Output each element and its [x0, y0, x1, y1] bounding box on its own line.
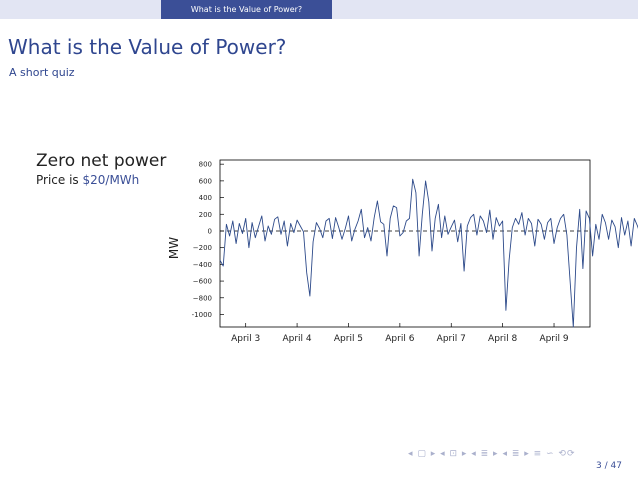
price-prefix: Price is — [36, 173, 83, 187]
y-tick-label: 800 — [199, 161, 212, 169]
current-section-tab[interactable]: What is the Value of Power? — [161, 0, 332, 19]
y-tick-label: 200 — [199, 211, 212, 219]
power-series-line — [219, 178, 638, 328]
y-tick-label: −600 — [193, 278, 212, 286]
page-number: 3 / 47 — [596, 461, 622, 471]
x-tick-label: April 4 — [282, 334, 311, 344]
x-tick-label: April 9 — [539, 334, 568, 344]
y-axis-label: MW — [167, 237, 181, 259]
y-tick-label: 0 — [208, 227, 212, 235]
section-title: What is the Value of Power? — [190, 5, 303, 14]
frame-title: What is the Value of Power? — [8, 35, 287, 59]
plot-frame — [219, 159, 591, 328]
y-tick-label: −800 — [193, 294, 212, 302]
x-tick-label: April 3 — [231, 334, 260, 344]
section-header-bar: What is the Value of Power? — [0, 0, 638, 19]
x-tick-label: April 5 — [334, 334, 363, 344]
frame-subtitle: A short quiz — [9, 66, 75, 79]
price-label: Price is $20/MWh — [36, 173, 166, 187]
scenario-annotation: Zero net power Price is $20/MWh — [36, 151, 166, 187]
x-tick-label: April 7 — [437, 334, 466, 344]
y-tick-label: 400 — [199, 194, 212, 202]
y-tick-label: -1000 — [192, 311, 212, 319]
beamer-navigation-symbols[interactable]: ◂ ▢ ▸ ◂ ⊡ ▸ ◂ ≣ ▸ ◂ ≣ ▸ ≡ ∽ ⟲⟳ — [408, 449, 576, 459]
x-tick-label: April 6 — [385, 334, 414, 344]
price-value: $20/MWh — [82, 173, 140, 187]
scenario-label: Zero net power — [36, 151, 167, 171]
x-tick-label: April 8 — [488, 334, 517, 344]
y-tick-label: −400 — [193, 261, 212, 269]
y-tick-label: −200 — [193, 244, 212, 252]
y-tick-label: 600 — [199, 177, 212, 185]
